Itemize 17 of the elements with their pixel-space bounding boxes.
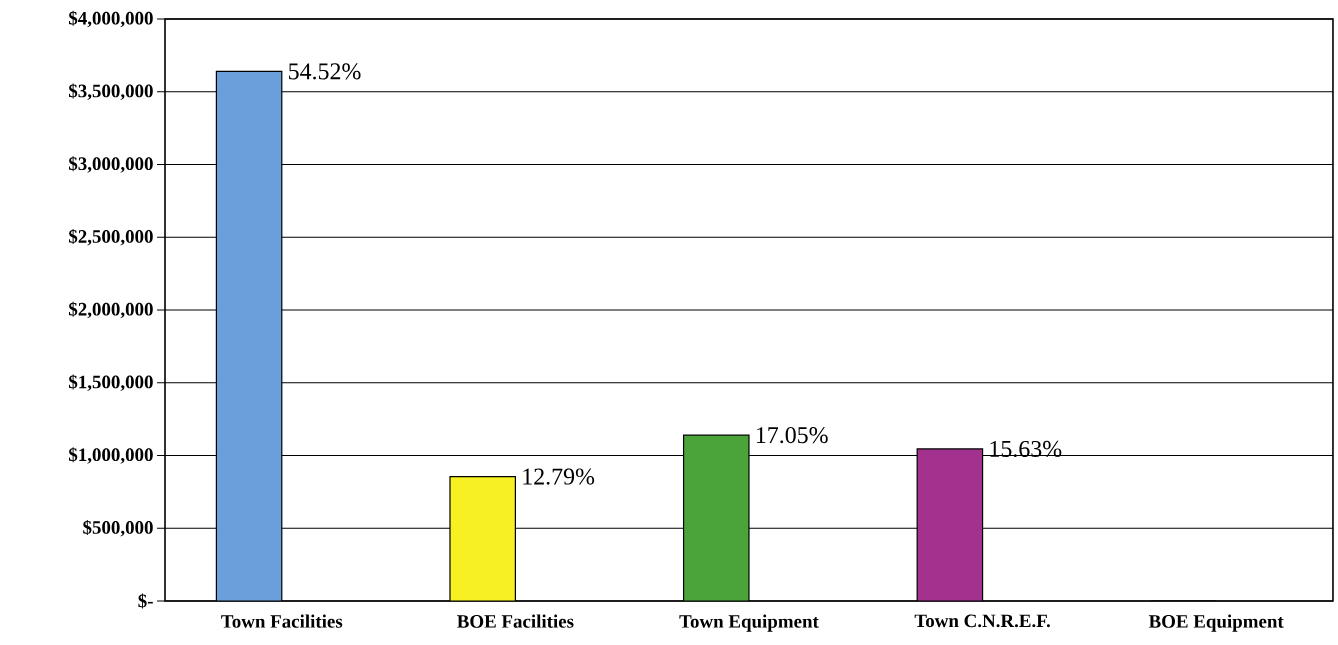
y-tick-label: $1,500,000 [69,374,153,392]
annotation: 12.79% [523,468,595,485]
y-tick-label: $- [138,593,153,609]
annotation: 54.52% [289,63,361,80]
y-tick-label: $3,500,000 [69,83,153,101]
y-tick-label: $2,000,000 [69,301,153,319]
annotation: 17.05% [756,427,828,444]
y-tick-label: $1,000,000 [69,447,153,464]
x-tick-label: Town Facilities [221,614,343,628]
x-tick-label: BOE Equipment [1148,614,1284,632]
y-tick-label: $2,500,000 [69,228,153,246]
x-tick-label: Town Equipment [679,614,819,632]
y-tick-label: $3,000,000 [69,156,153,173]
y-tick-label: $500,000 [83,519,153,537]
y-tick-label: $4,000,000 [69,10,153,28]
x-tick-label: Town C.N.R.E.F. [914,614,1050,628]
x-tick-label: BOE Facilities [457,614,574,628]
